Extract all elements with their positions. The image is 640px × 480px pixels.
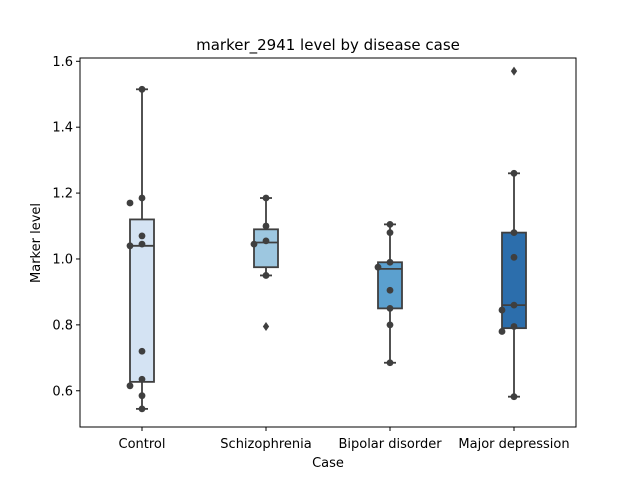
data-point — [510, 253, 518, 261]
data-point — [262, 237, 270, 245]
x-axis-label: Case — [312, 456, 344, 471]
data-point — [138, 232, 146, 240]
data-point — [126, 199, 134, 207]
data-point — [498, 306, 506, 314]
chart-title: marker_2941 level by disease case — [196, 36, 460, 55]
data-point — [386, 286, 394, 294]
data-point — [262, 272, 270, 279]
box-schizophrenia — [253, 228, 279, 269]
y-tick-label: 1.0 — [52, 252, 73, 267]
data-point — [262, 194, 270, 202]
y-tick-label: 1.6 — [52, 55, 73, 70]
x-tick-label: Control — [119, 437, 166, 452]
data-point — [386, 229, 394, 237]
data-point — [510, 323, 518, 330]
data-point — [138, 85, 146, 93]
data-point — [262, 222, 270, 230]
y-tick-label: 1.2 — [52, 187, 73, 202]
data-point — [138, 405, 146, 413]
box-major-depression — [501, 231, 527, 330]
data-point — [138, 194, 146, 202]
y-tick-label: 0.6 — [52, 384, 73, 399]
data-point — [510, 393, 518, 401]
y-axis-label: Marker level — [29, 203, 44, 283]
data-point — [386, 359, 394, 367]
data-point — [386, 321, 394, 329]
y-tick-label: 0.8 — [52, 318, 73, 333]
data-point — [250, 240, 258, 248]
data-point — [498, 328, 506, 335]
data-point — [510, 229, 518, 237]
data-point — [138, 392, 146, 400]
data-point — [138, 347, 146, 355]
data-point — [126, 382, 134, 390]
data-point — [386, 304, 394, 312]
data-point — [510, 301, 518, 309]
x-tick-label: Bipolar disorder — [338, 437, 442, 452]
data-point — [138, 240, 146, 248]
data-point — [374, 263, 382, 271]
y-tick-label: 1.4 — [52, 121, 73, 136]
data-point — [510, 169, 518, 177]
outlier-point — [262, 322, 270, 332]
data-point — [386, 258, 394, 266]
data-point — [126, 242, 134, 250]
outlier-point — [510, 66, 518, 76]
plot-frame — [79, 57, 577, 428]
data-point — [386, 220, 394, 228]
x-tick-label: Schizophrenia — [220, 437, 311, 452]
data-point — [138, 375, 146, 383]
x-tick-label: Major depression — [458, 437, 569, 452]
